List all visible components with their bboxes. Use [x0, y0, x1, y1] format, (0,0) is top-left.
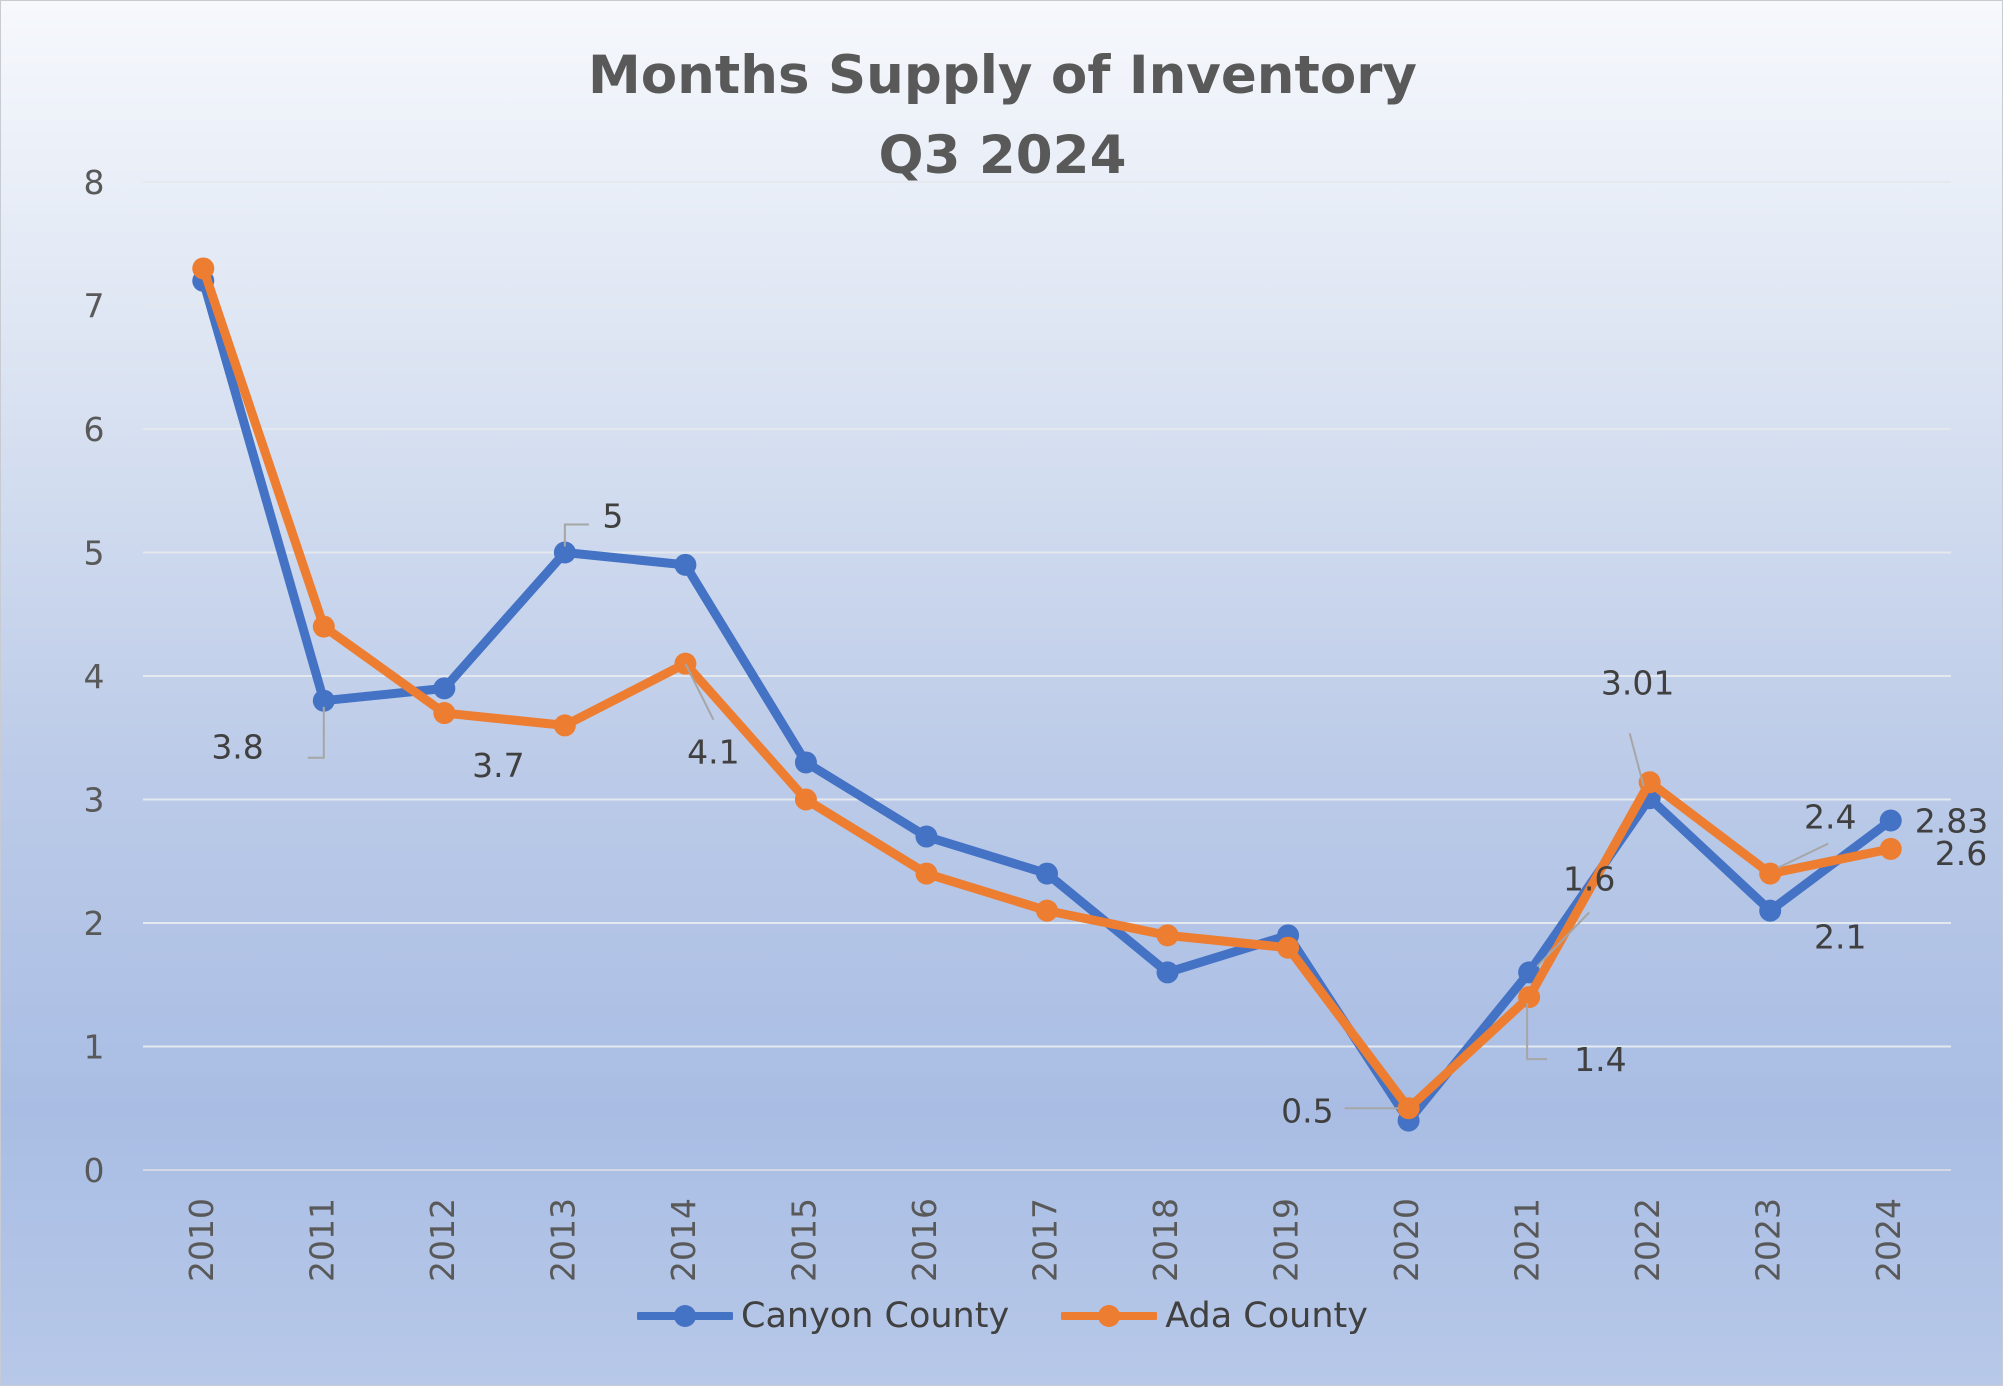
data-point [794, 788, 817, 811]
data-point [192, 257, 215, 280]
data-point [915, 862, 938, 885]
data-point [1879, 809, 1902, 832]
data-point [1156, 924, 1179, 947]
x-tick-label: 2016 [905, 1198, 944, 1282]
data-point [312, 689, 335, 712]
data-point [1759, 862, 1782, 885]
y-tick-label: 0 [84, 1151, 105, 1190]
legend-item-ada[interactable]: Ada County [1061, 1296, 1368, 1336]
x-tick-label: 2022 [1628, 1198, 1667, 1282]
data-point [312, 615, 335, 638]
data-label: 5 [602, 497, 623, 536]
data-label: 2.6 [1935, 834, 1987, 873]
x-tick-label: 2020 [1387, 1198, 1426, 1282]
data-label: 3.01 [1601, 663, 1674, 702]
legend: Canyon County Ada County [1, 1291, 2003, 1341]
x-tick-label: 2018 [1146, 1198, 1185, 1282]
y-tick-label: 6 [84, 410, 105, 449]
data-point [1879, 837, 1902, 860]
data-point [1518, 961, 1541, 984]
y-tick-label: 4 [84, 657, 105, 696]
x-tick-label: 2013 [543, 1198, 582, 1282]
x-tick-label: 2012 [423, 1198, 462, 1282]
data-point [915, 825, 938, 848]
data-point [1156, 961, 1179, 984]
y-tick-label: 3 [84, 781, 105, 820]
x-tick-label: 2019 [1267, 1198, 1306, 1282]
data-label: 2.1 [1814, 918, 1866, 957]
data-point [1759, 899, 1782, 922]
y-tick-label: 5 [84, 534, 105, 573]
leader-line [1777, 842, 1829, 869]
data-label: 1.6 [1563, 859, 1615, 898]
data-label: 2.4 [1804, 798, 1856, 837]
data-point [674, 553, 697, 576]
x-tick-label: 2024 [1869, 1198, 1908, 1282]
leader-line [563, 523, 589, 547]
chart-title: Months Supply of Inventory [588, 45, 1417, 106]
legend-marker-canyon [637, 1305, 734, 1327]
data-label: 2.83 [1915, 801, 1988, 840]
leader-line [1536, 911, 1590, 968]
data-point [1397, 1097, 1420, 1120]
y-tick-label: 7 [84, 287, 105, 326]
legend-label-canyon: Canyon County [741, 1296, 1010, 1336]
data-label: 3.7 [472, 746, 524, 785]
chart-subtitle: Q3 2024 [878, 125, 1127, 186]
x-tick-label: 2023 [1749, 1198, 1788, 1282]
data-point [553, 541, 576, 564]
data-point [1518, 986, 1541, 1009]
leader-line [684, 663, 715, 721]
x-tick-label: 2011 [302, 1198, 341, 1282]
data-point [1277, 936, 1300, 959]
data-label: 0.5 [1281, 1091, 1333, 1130]
data-point [1036, 899, 1058, 922]
y-tick-label: 1 [84, 1028, 105, 1067]
x-tick-label: 2021 [1508, 1198, 1547, 1282]
leader-line [307, 706, 325, 759]
x-tick-label: 2010 [182, 1198, 221, 1282]
legend-item-canyon[interactable]: Canyon County [637, 1296, 1009, 1336]
x-tick-label: 2015 [784, 1198, 823, 1282]
y-tick-label: 2 [84, 904, 105, 943]
data-point [433, 677, 456, 700]
data-point [1638, 771, 1661, 794]
leader-line [1628, 733, 1645, 787]
x-tick-label: 2014 [664, 1198, 703, 1282]
data-point [553, 714, 576, 737]
data-point [794, 751, 817, 774]
x-tick-label: 2017 [1026, 1198, 1065, 1282]
y-tick-label: 8 [84, 163, 105, 202]
data-label: 3.8 [211, 728, 263, 767]
data-point [433, 702, 456, 725]
data-label: 4.1 [687, 733, 739, 772]
legend-label-ada: Ada County [1165, 1296, 1368, 1336]
leader-line [1526, 1003, 1548, 1061]
data-label: 1.4 [1574, 1040, 1626, 1079]
legend-marker-ada [1061, 1305, 1158, 1327]
data-point [1036, 862, 1058, 885]
